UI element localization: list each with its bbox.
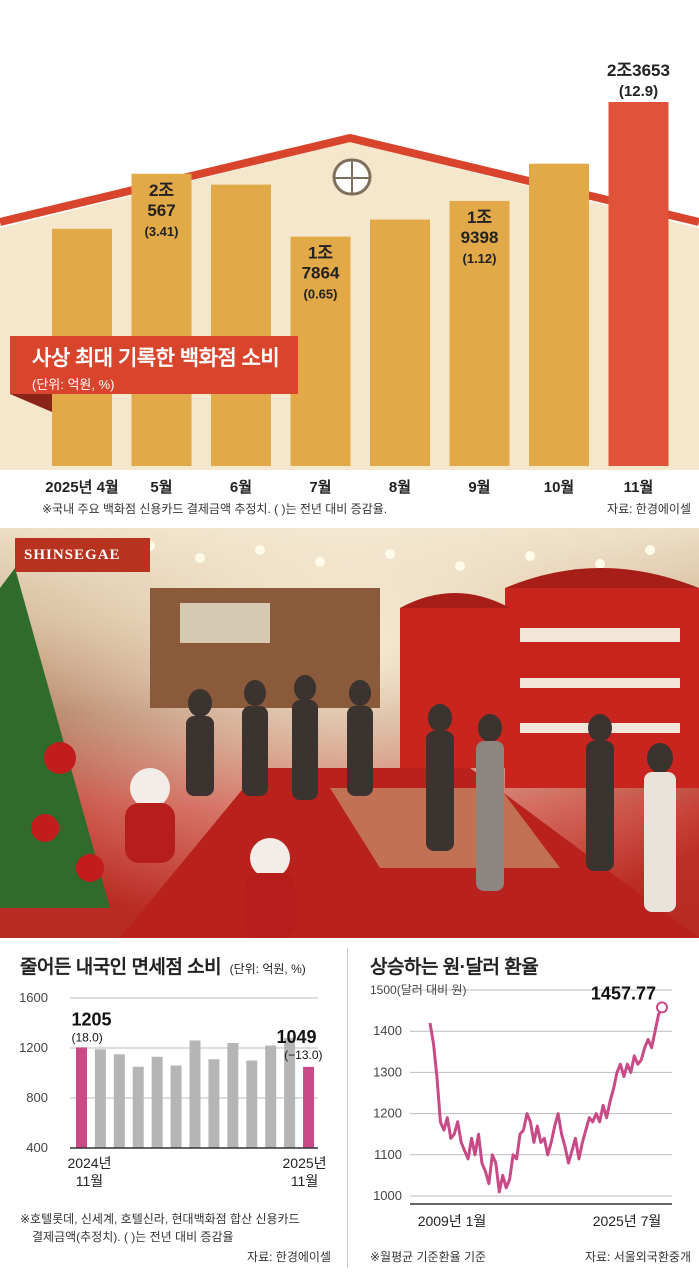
category-label-4: 8월 — [389, 479, 411, 496]
title-box-fold — [10, 394, 52, 412]
fx-source: 자료: 서울외국환중개 — [584, 1250, 691, 1264]
df-start-label-1: 2024년 — [67, 1155, 111, 1171]
df-bar-8 — [227, 1043, 239, 1148]
fx-last-value: 1457.77 — [591, 983, 656, 1003]
bar-7 — [608, 102, 669, 466]
df-bar-11 — [284, 1038, 296, 1148]
fx-note: ※월평균 기준환율 기준 — [370, 1250, 487, 1264]
fx-ytick-5: 1500(달러 대비 원) — [370, 983, 467, 997]
bar-1 — [131, 173, 192, 466]
department-store-title: 사상 최대 기록한 백화점 소비 — [32, 347, 280, 370]
value-label-1-0: 2조 — [149, 181, 174, 200]
df-end-label-2: 11월 — [291, 1173, 318, 1189]
fx-ytick-2: 1200 — [373, 1106, 402, 1121]
store-interior-photo: SHINSEGAE — [0, 528, 699, 938]
category-label-7: 11월 — [624, 479, 654, 496]
category-label-2: 6월 — [230, 479, 252, 496]
df-ytick-2: 1200 — [19, 1040, 48, 1055]
df-bar-5 — [170, 1065, 182, 1148]
duty-free-note-1: ※호텔롯데, 신세계, 호텔신라, 현대백화점 합산 신용카드 — [20, 1212, 300, 1226]
df-first-value: 1205 — [71, 1009, 111, 1029]
bar-5 — [449, 200, 510, 466]
fx-end-label: 2025년 7월 — [593, 1213, 662, 1229]
category-label-3: 7월 — [309, 479, 331, 496]
panel-divider — [347, 948, 348, 1268]
df-last-value: 1049 — [276, 1027, 316, 1047]
fx-last-marker — [656, 1001, 668, 1014]
df-bar-7 — [208, 1059, 220, 1148]
shinsegae-sign: SHINSEGAE — [24, 547, 121, 563]
df-ytick-3: 1600 — [19, 990, 48, 1005]
df-ytick-0: 400 — [26, 1140, 48, 1155]
value-label-3-0: 1조 — [308, 244, 333, 263]
category-label-6: 10월 — [544, 479, 575, 496]
duty-free-title: 줄어든 내국인 면세점 소비 — [20, 957, 222, 978]
value-label-3-1: 7864 — [302, 264, 340, 283]
department-store-source: 자료: 한경에이셀 — [607, 502, 691, 516]
fx-svg: 1000 1100 1200 1300 1400 1500(달러 대비 원) 1457.77… — [370, 983, 672, 1229]
df-ytick-1: 800 — [26, 1090, 48, 1105]
change-label-7: (12.9) — [619, 83, 658, 100]
df-first-change: (18.0) — [71, 1030, 102, 1044]
df-bar-3 — [132, 1066, 144, 1148]
bar-4 — [370, 219, 430, 466]
fx-title: 상승하는 원·달러 환율 — [370, 957, 539, 978]
fx-panel: 상승하는 원·달러 환율 1000 1100 1200 1300 1400 1500(달러… — [352, 938, 699, 1281]
df-start-label-2: 11월 — [76, 1173, 103, 1189]
category-label-0: 2025년 4월 — [45, 479, 118, 496]
duty-free-source: 자료: 한경에이셀 — [247, 1250, 331, 1264]
bar-6 — [529, 163, 589, 466]
department-store-chart: 2025년 4월 5월 2조 567 (3.41) 6월 7월 1조 7864 (0.65) 8월 9… — [0, 0, 699, 528]
fx-ytick-1: 1100 — [374, 1147, 402, 1162]
bar-3 — [290, 236, 351, 466]
change-label-1: (3.41) — [145, 224, 179, 239]
department-store-title-box: 사상 최대 기록한 백화점 소비 (단위: 억원, %) — [10, 336, 298, 394]
value-label-5-0: 1조 — [467, 208, 492, 227]
duty-free-note-2: 결제금액(추정치). ( )는 전년 대비 증감율 — [32, 1230, 234, 1244]
department-store-note: ※국내 주요 백화점 신용카드 결제금액 추정치. ( )는 전년 대비 증감율… — [42, 502, 388, 516]
bar-2 — [211, 184, 271, 467]
duty-free-unit: (단위: 억원, %) — [229, 962, 306, 976]
bottom-panels: 줄어든 내국인 면세점 소비 (단위: 억원, %) 400 800 1200 160… — [0, 938, 699, 1281]
category-label-1: 5월 — [150, 479, 172, 496]
value-label-1-1: 567 — [147, 201, 175, 220]
store-interior-illustration — [0, 528, 699, 938]
change-label-3: (0.65) — [304, 287, 338, 302]
df-bar-6 — [189, 1040, 201, 1148]
df-bar-10 — [265, 1045, 277, 1148]
department-store-unit: (단위: 억원, %) — [32, 377, 115, 392]
fx-line — [428, 1006, 664, 1194]
df-bar-0 — [75, 1047, 87, 1148]
category-label-5: 9월 — [468, 479, 490, 496]
duty-free-panel: 줄어든 내국인 면세점 소비 (단위: 억원, %) 400 800 1200 160… — [0, 938, 345, 1281]
change-label-5: (1.12) — [463, 251, 497, 266]
df-bar-9 — [246, 1060, 258, 1148]
fx-ytick-4: 1400 — [373, 1023, 402, 1038]
df-end-label-1: 2025년 — [283, 1155, 327, 1171]
value-label-7: 2조3653 — [607, 61, 670, 80]
df-last-change: (−13.0) — [284, 1048, 322, 1062]
df-bar-2 — [113, 1054, 125, 1148]
df-bar-4 — [151, 1056, 163, 1148]
df-bar-1 — [94, 1049, 106, 1148]
duty-free-svg: 400 800 1200 1600 1205(18.0) 1049(−13.0) 2024년… — [19, 990, 327, 1189]
fx-start-label: 2009년 1월 — [418, 1213, 487, 1229]
df-bar-12 — [303, 1066, 315, 1148]
fx-ytick-0: 1000 — [373, 1188, 402, 1203]
value-label-5-1: 9398 — [461, 228, 499, 247]
fx-ytick-3: 1300 — [373, 1064, 402, 1079]
